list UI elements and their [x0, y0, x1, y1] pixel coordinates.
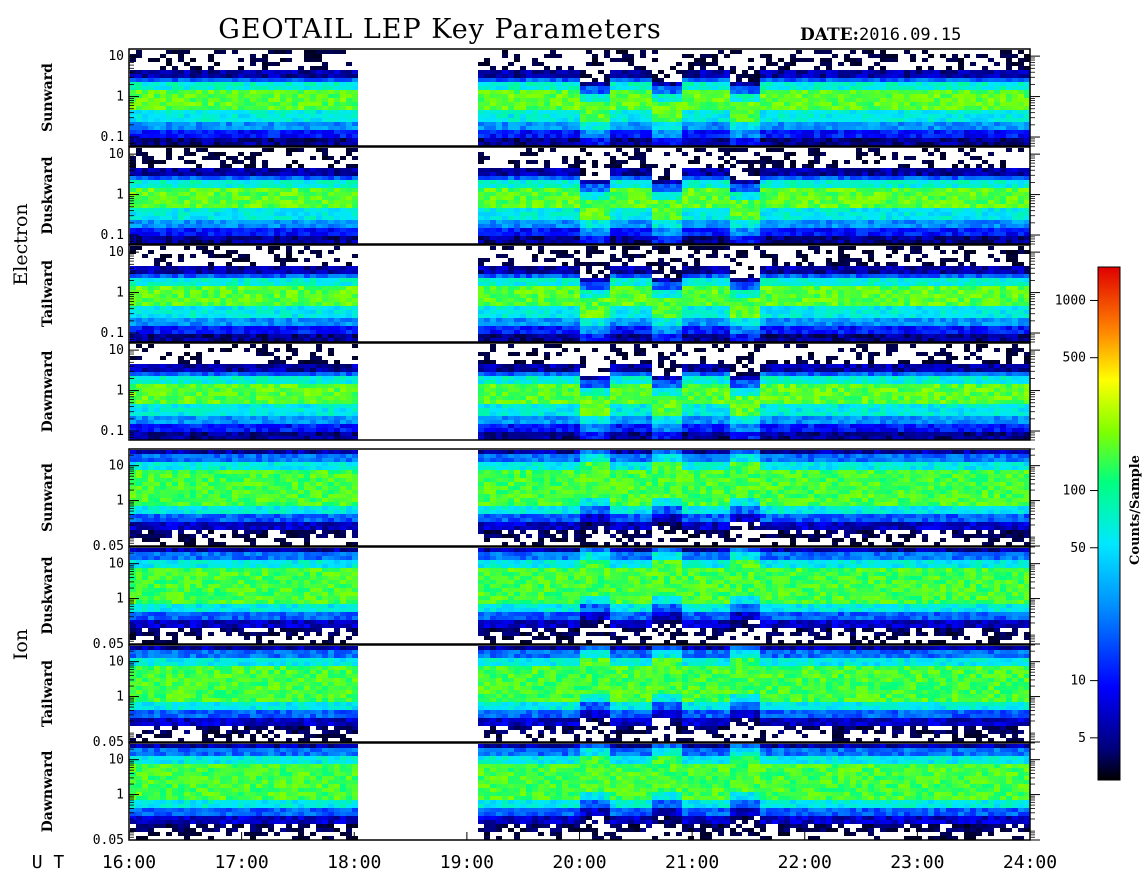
- spectrogram-image: [130, 50, 1030, 146]
- x-tick-label: 23:00: [890, 852, 944, 873]
- y-tick-label: 10: [108, 655, 124, 670]
- x-tick-label: 18:00: [327, 852, 381, 873]
- colorbar-ticks: 1000 500 100 50 10 5: [1055, 293, 1098, 746]
- y-tick-label: 1: [116, 788, 124, 803]
- panel-label: Dawnward: [40, 350, 56, 432]
- colorbar: 1000 500 100 50 10 5 Counts/Sample: [1055, 266, 1142, 781]
- electron-dawnward-panel: 10 1 0.1 Dawnward: [40, 342, 1040, 441]
- panel-label: Dawnward: [40, 750, 56, 832]
- spectrogram-image: [130, 744, 1030, 840]
- panel-label: Duskward: [40, 156, 56, 234]
- y-tick-label: 0.1: [101, 130, 124, 145]
- panel-frame: [128, 644, 1031, 743]
- colorbar-tick-label: 1000: [1055, 293, 1086, 308]
- group-labels: Electron Ion: [10, 203, 32, 660]
- panel-frame: [128, 48, 1031, 147]
- colorbar-tick-label: 10: [1070, 674, 1086, 689]
- spectrogram-image: [130, 548, 1030, 644]
- y-tick-label: 1: [116, 286, 124, 301]
- panel-frame: [128, 146, 1031, 245]
- spectrogram-image: [130, 148, 1030, 244]
- spectrogram-image: [130, 246, 1030, 342]
- colorbar-tick-label: 100: [1063, 484, 1086, 499]
- date-value: 2016.09.15: [859, 25, 961, 45]
- x-tick-label: 19:00: [440, 852, 494, 873]
- y-tick-label: 0.05: [93, 539, 124, 554]
- y-tick-label: 10: [108, 147, 124, 162]
- x-tick-label: 16:00: [102, 852, 156, 873]
- x-axis: U T 16:00 17:00 18:00 19:00 20:00 21:00 22:00 23…: [32, 832, 1057, 873]
- y-tick-label: 10: [108, 245, 124, 260]
- ion-dawnward-panel: 10 1 0.05 Dawnward: [40, 742, 1040, 848]
- x-tick-label: 22:00: [778, 852, 832, 873]
- panel-label: Sunward: [40, 463, 56, 532]
- y-tick-label: 1: [116, 690, 124, 705]
- y-tick-label: 1: [116, 384, 124, 399]
- y-tick-label: 0.05: [93, 637, 124, 652]
- y-tick-label: 10: [108, 459, 124, 474]
- ion-duskward-panel: 10 1 0.05 Duskward: [40, 546, 1040, 652]
- y-tick-label: 0.05: [93, 735, 124, 750]
- x-axis-label: U T: [32, 852, 65, 873]
- y-tick-label: 10: [108, 557, 124, 572]
- colorbar-tick-label: 5: [1078, 731, 1086, 746]
- electron-tailward-panel: 10 1 0.1 Tailward: [40, 244, 1040, 343]
- electron-duskward-panel: 10 1 0.1 Duskward: [40, 146, 1040, 245]
- spectrogram-image: [130, 344, 1030, 440]
- x-tick-label: 21:00: [665, 852, 719, 873]
- y-tick-label: 0.05: [93, 833, 124, 848]
- colorbar-gradient: [1097, 266, 1121, 781]
- panel-frame: [128, 546, 1031, 645]
- panel-frame: [128, 342, 1031, 441]
- panel-frame: [128, 448, 1031, 547]
- group-label-ion: Ion: [10, 629, 32, 660]
- y-tick-label: 1: [116, 494, 124, 509]
- panel-label: Duskward: [40, 556, 56, 634]
- colorbar-tick-label: 50: [1070, 541, 1086, 556]
- spectrogram-panels: 10 1 0.1 Sunward 10 1 0.1 Duskward 10 1 0.1 Tailwar…: [40, 48, 1040, 848]
- date-label: DATE:: [800, 25, 859, 45]
- group-label-electron: Electron: [10, 203, 32, 285]
- panel-label: Sunward: [40, 63, 56, 132]
- y-tick-label: 0.1: [101, 424, 124, 439]
- chart-title: GEOTAIL LEP Key Parameters: [218, 14, 662, 45]
- colorbar-label: Counts/Sample: [1128, 455, 1142, 565]
- panel-label: Tailward: [40, 260, 56, 327]
- spectrogram-image: [130, 646, 1030, 742]
- y-tick-label: 10: [108, 343, 124, 358]
- y-tick-label: 0.1: [101, 326, 124, 341]
- ion-sunward-panel: 10 1 0.05 Sunward: [40, 448, 1040, 554]
- electron-sunward-panel: 10 1 0.1 Sunward: [40, 48, 1040, 147]
- y-tick-label: 1: [116, 90, 124, 105]
- panel-frame: [128, 244, 1031, 343]
- y-tick-label: 10: [108, 49, 124, 64]
- y-tick-label: 1: [116, 188, 124, 203]
- colorbar-tick-label: 500: [1063, 351, 1086, 366]
- y-tick-label: 10: [108, 753, 124, 768]
- y-tick-label: 0.1: [101, 228, 124, 243]
- panel-label: Tailward: [40, 660, 56, 727]
- y-tick-label: 1: [116, 592, 124, 607]
- x-tick-label: 17:00: [215, 852, 269, 873]
- spectrogram-image: [130, 450, 1030, 546]
- x-tick-label: 20:00: [552, 852, 606, 873]
- x-tick-label: 24:00: [1003, 852, 1057, 873]
- ion-tailward-panel: 10 1 0.05 Tailward: [40, 644, 1040, 750]
